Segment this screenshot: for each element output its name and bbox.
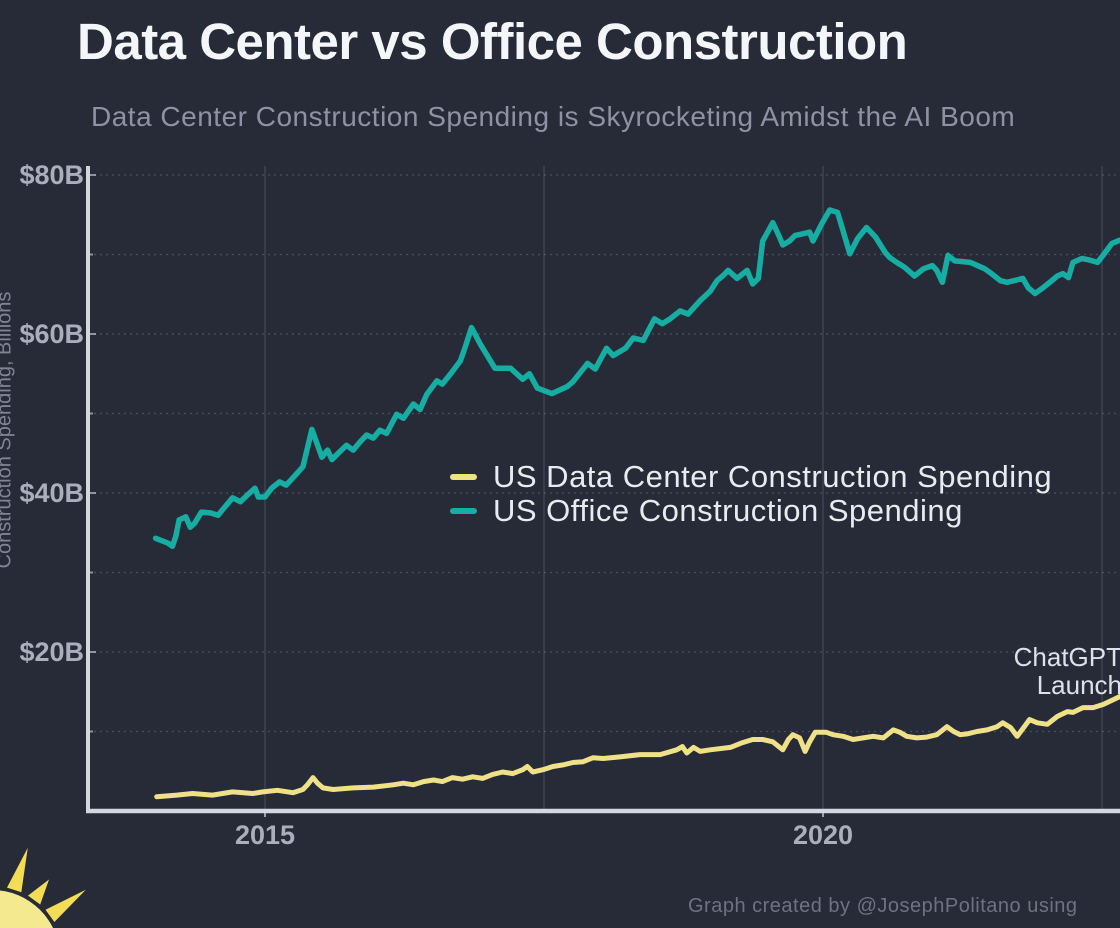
annotation-line-1: ChatGPT — [1013, 642, 1120, 672]
sun-logo — [0, 890, 54, 928]
legend-item-data-center: US Data Center Construction Spending — [450, 459, 1053, 494]
office-line-swatch — [450, 508, 477, 514]
legend-label-office: US Office Construction Spending — [493, 493, 963, 528]
x-tick-2020: 2020 — [792, 820, 854, 850]
annotation-line-2: Launch — [1036, 670, 1120, 700]
sun-ray — [45, 889, 86, 922]
sun-ray — [28, 879, 49, 905]
x-tick-2015: 2015 — [234, 820, 296, 850]
chart-subtitle: Data Center Construction Spending is Sky… — [91, 101, 1016, 132]
series-line-us-data-center-construction-spending — [154, 694, 1120, 800]
sun-ray — [7, 847, 28, 893]
credit-text: Graph created by @JosephPolitano using — [688, 895, 1078, 917]
chatgpt-launch-annotation: ChatGPT Launch — [1014, 643, 1120, 699]
y-tick-60b: $60B — [19, 319, 84, 349]
y-tick-80b: $80B — [19, 160, 84, 190]
legend-item-office: US Office Construction Spending — [450, 493, 1052, 528]
legend-label-data-center: US Data Center Construction Spending — [493, 459, 1053, 494]
data-center-line-swatch — [450, 474, 477, 480]
chart-title: Data Center vs Office Construction — [77, 13, 908, 70]
series-line-us-office-construction-spending — [152, 207, 1120, 550]
y-tick-40b: $40B — [19, 478, 84, 508]
y-tick-20b: $20B — [19, 637, 84, 667]
legend: US Data Center Construction Spending US … — [450, 459, 1053, 528]
